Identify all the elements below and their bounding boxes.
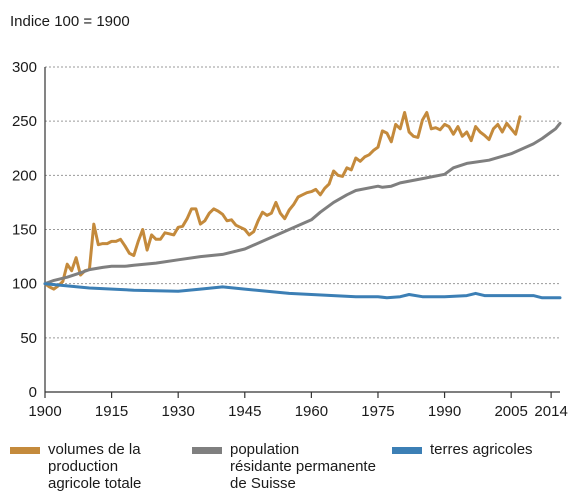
x-tick-label: 1945	[228, 403, 261, 420]
y-axis: 0 50 100 150 200 250 300	[12, 59, 46, 401]
legend-item-population: population résidante permanente de Suiss…	[192, 441, 376, 492]
chart-subtitle: Indice 100 = 1900	[10, 13, 130, 30]
x-tick-label: 2005	[494, 403, 527, 420]
x-axis: 1900 1915 1930 1945 1960 1975 1990 2005 2014	[28, 391, 568, 420]
legend-swatch-terres	[392, 447, 422, 454]
series-population-line	[43, 121, 562, 286]
legend-label-terres: terres agricoles	[430, 441, 533, 458]
y-tick-label: 250	[12, 113, 37, 130]
legend-item-production: volumes de la production agricole totale	[10, 441, 141, 492]
legend-swatch-population	[192, 447, 222, 454]
y-tick-label: 50	[20, 330, 37, 347]
x-tick-label: 1960	[295, 403, 328, 420]
x-tick-label: 1990	[428, 403, 461, 420]
y-tick-label: 300	[12, 59, 37, 76]
y-tick-label: 150	[12, 222, 37, 239]
y-tick-label: 200	[12, 167, 37, 184]
legend-item-terres: terres agricoles	[392, 441, 533, 458]
x-tick-label: 1900	[28, 403, 61, 420]
legend: volumes de la production agricole totale…	[0, 441, 582, 500]
legend-label-production: volumes de la production agricole totale	[48, 441, 142, 492]
legend-swatch-production	[10, 447, 40, 454]
legend-label-population: population résidante permanente de Suiss…	[230, 441, 376, 492]
grid	[45, 66, 560, 339]
series-production-line	[43, 111, 522, 291]
x-tick-label: 1975	[361, 403, 394, 420]
series-group	[43, 111, 562, 300]
x-tick-label: 1930	[162, 403, 195, 420]
y-tick-label: 100	[12, 276, 37, 293]
x-tick-label: 2014	[534, 403, 567, 420]
series-terres-line	[43, 282, 562, 300]
y-tick-label: 0	[29, 384, 37, 401]
x-tick-label: 1915	[95, 403, 128, 420]
